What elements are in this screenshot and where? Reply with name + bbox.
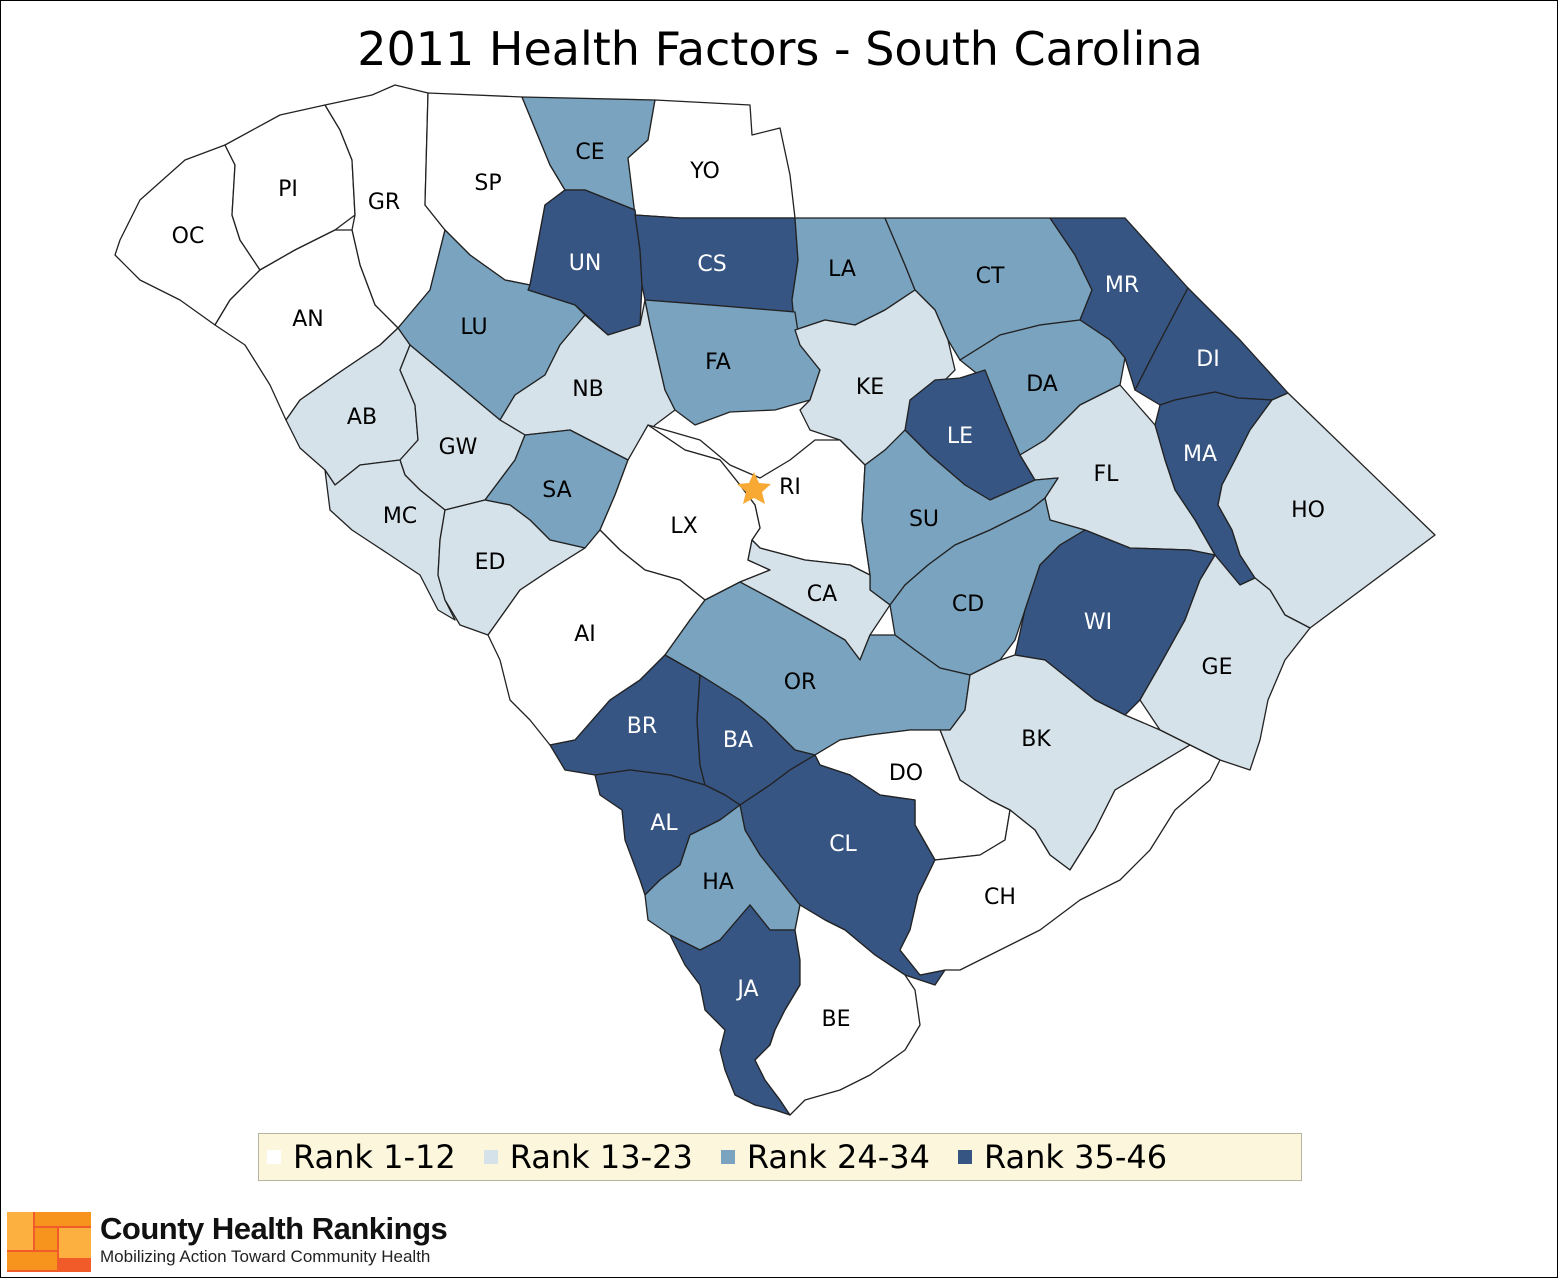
county-label-gr: GR [368, 190, 400, 215]
county-label-ct: CT [976, 264, 1005, 289]
county-label-ho: HO [1291, 498, 1325, 523]
county-label-ed: ED [475, 550, 506, 575]
county-label-sp: SP [474, 171, 501, 196]
county-label-ke: KE [856, 375, 884, 400]
legend-swatch [957, 1150, 972, 1164]
legend: Rank 1-12 Rank 13-23 Rank 24-34 Rank 35-… [258, 1133, 1302, 1181]
county-label-mc: MC [383, 504, 417, 529]
county-label-su: SU [909, 507, 939, 532]
legend-item-rank-35-46: Rank 35-46 [957, 1138, 1168, 1176]
county-label-di: DI [1196, 347, 1219, 372]
county-label-cs: CS [697, 252, 726, 277]
county-label-sa: SA [542, 478, 571, 503]
legend-label: Rank 13-23 [509, 1138, 693, 1176]
county-label-oc: OC [172, 224, 205, 249]
county-label-ri: RI [779, 475, 801, 500]
legend-item-rank-13-23: Rank 13-23 [483, 1138, 693, 1176]
county-label-ch: CH [984, 885, 1016, 910]
county-label-an: AN [292, 307, 324, 332]
county-label-lx: LX [670, 514, 697, 539]
brand: County Health Rankings Mobilizing Action… [100, 1211, 448, 1268]
legend-swatch [720, 1150, 735, 1164]
county-label-cl: CL [829, 832, 857, 857]
brand-name: County Health Rankings [100, 1211, 448, 1246]
legend-label: Rank 24-34 [746, 1138, 930, 1176]
county-label-ja: JA [735, 977, 758, 1002]
county-label-ce: CE [575, 140, 604, 165]
legend-swatch [267, 1150, 281, 1164]
county-label-pi: PI [278, 177, 298, 202]
legend-label: Rank 1-12 [293, 1138, 456, 1176]
county-be [754, 904, 921, 1116]
county-label-la: LA [828, 257, 856, 282]
county-label-yo: YO [689, 159, 720, 184]
star-icon [737, 472, 771, 504]
legend-swatch [483, 1150, 498, 1164]
county-label-ha: HA [702, 870, 734, 895]
brand-tagline: Mobilizing Action Toward Community Healt… [100, 1247, 431, 1266]
county-label-le: LE [947, 424, 973, 449]
county-label-bk: BK [1021, 727, 1051, 752]
county-label-ba: BA [723, 728, 753, 753]
county-label-ge: GE [1202, 655, 1233, 680]
county-label-ai: AI [574, 622, 596, 647]
county-fa [644, 299, 821, 426]
county-label-fa: FA [705, 350, 731, 375]
county-label-lu: LU [460, 315, 487, 340]
county-label-br: BR [627, 714, 657, 739]
county-label-or: OR [784, 670, 817, 695]
county-label-gw: GW [439, 435, 478, 460]
county-label-ma: MA [1183, 442, 1217, 467]
legend-item-rank-1-12: Rank 1-12 [267, 1138, 456, 1176]
county-label-wi: WI [1084, 610, 1112, 635]
county-label-cd: CD [952, 592, 984, 617]
county-ch [899, 744, 1221, 976]
county-label-al: AL [650, 811, 678, 836]
county-label-un: UN [569, 251, 602, 276]
county-label-be: BE [822, 1007, 851, 1032]
county-health-rankings-logo-icon [7, 1212, 91, 1272]
county-label-nb: NB [572, 377, 604, 402]
legend-label: Rank 35-46 [983, 1138, 1168, 1176]
county-label-da: DA [1026, 372, 1058, 397]
county-label-do: DO [889, 761, 923, 786]
county-label-ab: AB [347, 405, 377, 430]
legend-item-rank-24-34: Rank 24-34 [720, 1138, 930, 1176]
map-title: 2011 Health Factors - South Carolina [357, 22, 1203, 76]
county-label-fl: FL [1094, 462, 1120, 487]
county-label-mr: MR [1105, 273, 1139, 298]
county-an [214, 229, 399, 421]
county-label-ca: CA [807, 582, 837, 607]
